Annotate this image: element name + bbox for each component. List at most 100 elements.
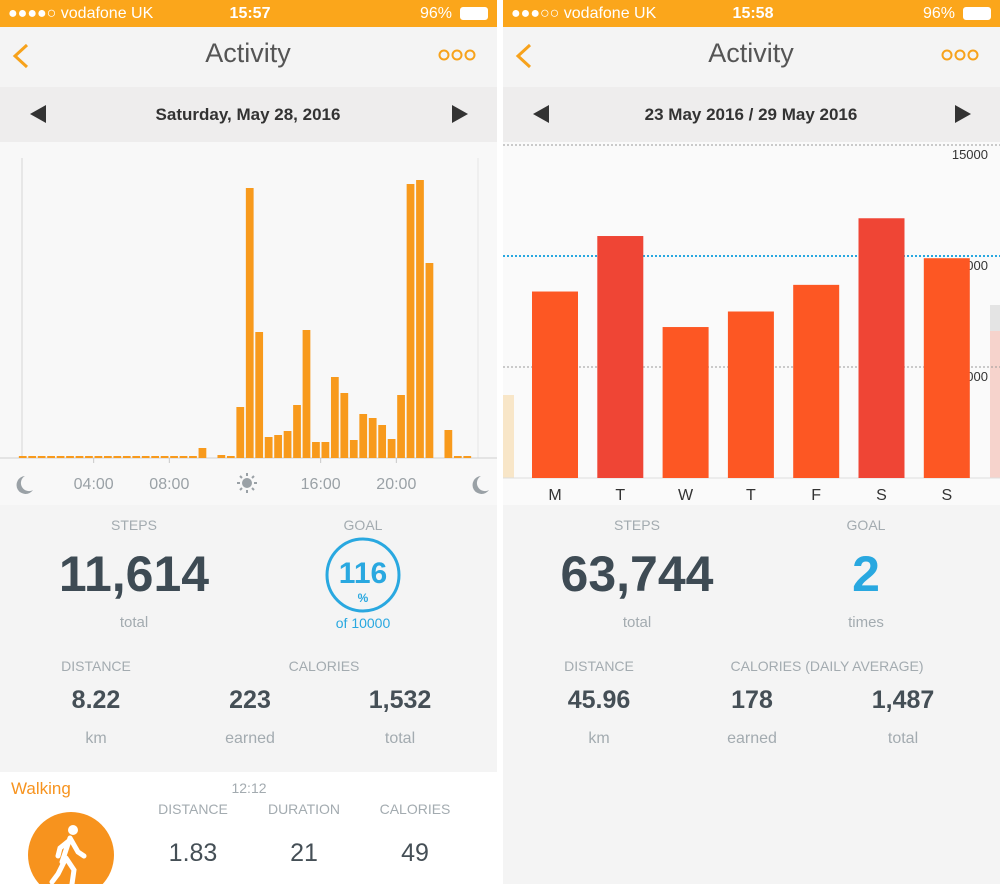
total-unit: total bbox=[887, 730, 919, 747]
y-tick-label: 15000 bbox=[952, 147, 988, 162]
distance-label: DISTANCE bbox=[564, 658, 634, 674]
next-week-bar bbox=[990, 305, 1000, 331]
calories-total: 1,532 bbox=[368, 686, 432, 714]
battery-icon bbox=[963, 7, 991, 20]
bar bbox=[122, 456, 131, 458]
distance-unit: km bbox=[588, 730, 610, 747]
bar bbox=[141, 456, 150, 458]
goal-value: 116 bbox=[338, 557, 388, 590]
x-tick-label: 16:00 bbox=[301, 476, 341, 493]
bar bbox=[94, 456, 103, 458]
earned-unit: earned bbox=[727, 730, 777, 747]
bar bbox=[18, 456, 27, 458]
walking-distance: 1.83 bbox=[168, 839, 218, 867]
bar bbox=[198, 448, 207, 458]
menu-button[interactable] bbox=[941, 48, 981, 62]
calories-total: 1,487 bbox=[871, 686, 935, 714]
bar bbox=[47, 456, 55, 458]
next-week-bar bbox=[990, 331, 1000, 478]
bar bbox=[312, 442, 320, 458]
x-tick-label: F bbox=[811, 487, 821, 504]
goal-unit: % bbox=[357, 591, 369, 605]
walking-card[interactable]: Walking 12:12 DISTANCE DURATION CALORIES… bbox=[0, 772, 497, 884]
bar bbox=[283, 431, 292, 458]
bar bbox=[245, 188, 254, 458]
bar bbox=[75, 456, 84, 458]
x-tick-label: T bbox=[746, 487, 756, 504]
bar bbox=[425, 263, 434, 458]
bar bbox=[444, 430, 453, 458]
walking-icon bbox=[28, 812, 114, 884]
bar bbox=[349, 440, 358, 458]
steps-label: STEPS bbox=[111, 517, 157, 533]
x-tick-label: 08:00 bbox=[149, 476, 189, 493]
moon-icon bbox=[16, 476, 33, 494]
bar bbox=[179, 456, 188, 458]
bar bbox=[28, 456, 37, 458]
goal-target: of 10000 bbox=[335, 615, 391, 631]
clock: 15:58 bbox=[732, 5, 774, 22]
prev-week-bar bbox=[503, 395, 514, 478]
menu-button[interactable] bbox=[438, 48, 478, 62]
x-tick-label: S bbox=[876, 487, 887, 504]
clock: 15:57 bbox=[229, 5, 271, 22]
walking-calories-label: CALORIES bbox=[379, 801, 451, 817]
next-button[interactable] bbox=[955, 105, 971, 123]
date: Saturday, May 28, 2016 bbox=[155, 105, 341, 124]
carrier-name: vodafone UK bbox=[60, 5, 154, 22]
date-bar: Saturday, May 28, 2016 bbox=[0, 87, 497, 142]
x-tick-label: W bbox=[678, 487, 694, 504]
bar bbox=[858, 218, 905, 478]
goal-label: GOAL bbox=[343, 517, 383, 533]
bar bbox=[274, 435, 282, 458]
bar bbox=[368, 418, 377, 458]
distance-value: 8.22 bbox=[71, 686, 121, 714]
steps-value: 11,614 bbox=[58, 546, 210, 602]
bar bbox=[56, 456, 65, 458]
back-button[interactable] bbox=[10, 42, 32, 70]
carrier-name: vodafone UK bbox=[563, 5, 657, 22]
walking-distance-label: DISTANCE bbox=[158, 801, 228, 817]
bar bbox=[359, 414, 368, 458]
walking-duration: 21 bbox=[290, 839, 318, 867]
walking-duration-label: DURATION bbox=[267, 801, 341, 817]
bar bbox=[330, 377, 339, 458]
screen: ●●●○○ vodafone UK 15:58 96% Activity 23 … bbox=[503, 0, 1000, 884]
walking-time: 12:12 bbox=[231, 780, 267, 796]
date-bar: 23 May 2016 / 29 May 2016 bbox=[503, 87, 1000, 142]
walking-title: Walking bbox=[11, 779, 71, 798]
steps-unit: total bbox=[119, 614, 149, 631]
goal-unit: times bbox=[848, 614, 884, 631]
prev-button[interactable] bbox=[30, 105, 46, 123]
bar bbox=[189, 456, 197, 458]
prev-button[interactable] bbox=[533, 105, 549, 123]
walking-calories: 49 bbox=[401, 839, 429, 867]
goal-value: 2 bbox=[852, 546, 880, 602]
bar bbox=[103, 456, 112, 458]
bar bbox=[397, 395, 405, 458]
bar bbox=[453, 456, 462, 458]
bar bbox=[597, 236, 644, 478]
day-chart: 04:00 08:00 16:00 20:00 bbox=[0, 142, 497, 505]
status-bar: ●●●●○ vodafone UK 15:57 96% bbox=[0, 0, 497, 27]
back-button[interactable] bbox=[513, 42, 535, 70]
bar bbox=[406, 184, 415, 458]
next-button[interactable] bbox=[452, 105, 468, 123]
goal-label: GOAL bbox=[846, 517, 886, 533]
bar bbox=[302, 330, 311, 458]
battery: 96% bbox=[923, 5, 956, 22]
calories-earned: 223 bbox=[229, 686, 271, 714]
x-tick-label: M bbox=[548, 487, 561, 504]
bar bbox=[378, 425, 387, 458]
steps-unit: total bbox=[622, 614, 652, 631]
battery-icon bbox=[460, 7, 488, 20]
bar bbox=[113, 456, 122, 458]
sun-icon bbox=[237, 473, 257, 493]
x-tick-label: S bbox=[941, 487, 952, 504]
x-tick-label: 20:00 bbox=[376, 476, 416, 493]
total-unit: total bbox=[384, 730, 416, 747]
calories-label: CALORIES (DAILY AVERAGE) bbox=[730, 658, 924, 674]
bar bbox=[264, 437, 273, 458]
